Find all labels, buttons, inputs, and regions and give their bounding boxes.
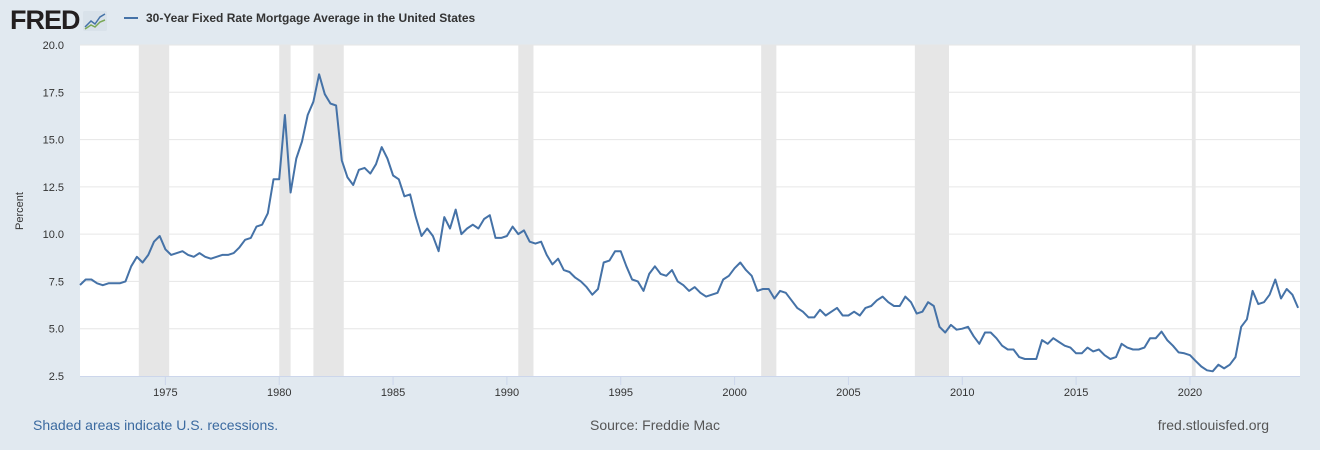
x-tick-label: 1990 bbox=[495, 387, 519, 399]
x-tick-label: 1975 bbox=[153, 387, 177, 399]
recession-band bbox=[1191, 45, 1196, 376]
y-tick-label: 12.5 bbox=[43, 182, 64, 194]
x-tick-label: 2015 bbox=[1064, 387, 1088, 399]
recession-note-link[interactable]: Shaded areas indicate U.S. recessions. bbox=[33, 417, 279, 433]
legend-label: 30-Year Fixed Rate Mortgage Average in t… bbox=[146, 11, 476, 25]
y-tick-label: 20.0 bbox=[43, 40, 64, 52]
y-tick-label: 7.5 bbox=[49, 276, 64, 288]
x-tick-label: 1995 bbox=[609, 387, 633, 399]
fred-logo[interactable]: FRED bbox=[10, 7, 107, 34]
x-tick-label: 2000 bbox=[722, 387, 746, 399]
y-tick-label: 17.5 bbox=[43, 87, 64, 99]
x-tick-label: 1985 bbox=[381, 387, 405, 399]
series-line bbox=[79, 73, 1300, 373]
y-tick-label: 10.0 bbox=[43, 229, 64, 241]
recession-band bbox=[914, 45, 949, 376]
y-tick-label: 5.0 bbox=[49, 324, 64, 336]
recession-band bbox=[761, 45, 777, 376]
recession-band bbox=[279, 45, 291, 376]
recession-band bbox=[518, 45, 534, 376]
site-text: fred.stlouisfed.org bbox=[1157, 417, 1269, 433]
chart-logo-icon bbox=[82, 10, 107, 31]
source-text: Source: Freddie Mac bbox=[590, 417, 720, 433]
recession-band bbox=[313, 45, 344, 376]
x-tick-label: 2020 bbox=[1178, 387, 1202, 399]
y-axis-label: Percent bbox=[14, 192, 26, 230]
y-tick-label: 2.5 bbox=[49, 371, 64, 383]
y-tick-label: 15.0 bbox=[43, 135, 64, 147]
x-tick-label: 1980 bbox=[267, 387, 291, 399]
legend-swatch bbox=[124, 17, 138, 19]
x-tick-label: 2010 bbox=[950, 387, 974, 399]
logo-text: FRED bbox=[10, 5, 80, 35]
x-tick-label: 2005 bbox=[836, 387, 860, 399]
legend: 30-Year Fixed Rate Mortgage Average in t… bbox=[124, 11, 475, 25]
recession-band bbox=[138, 45, 170, 376]
plot-area bbox=[80, 45, 1300, 376]
